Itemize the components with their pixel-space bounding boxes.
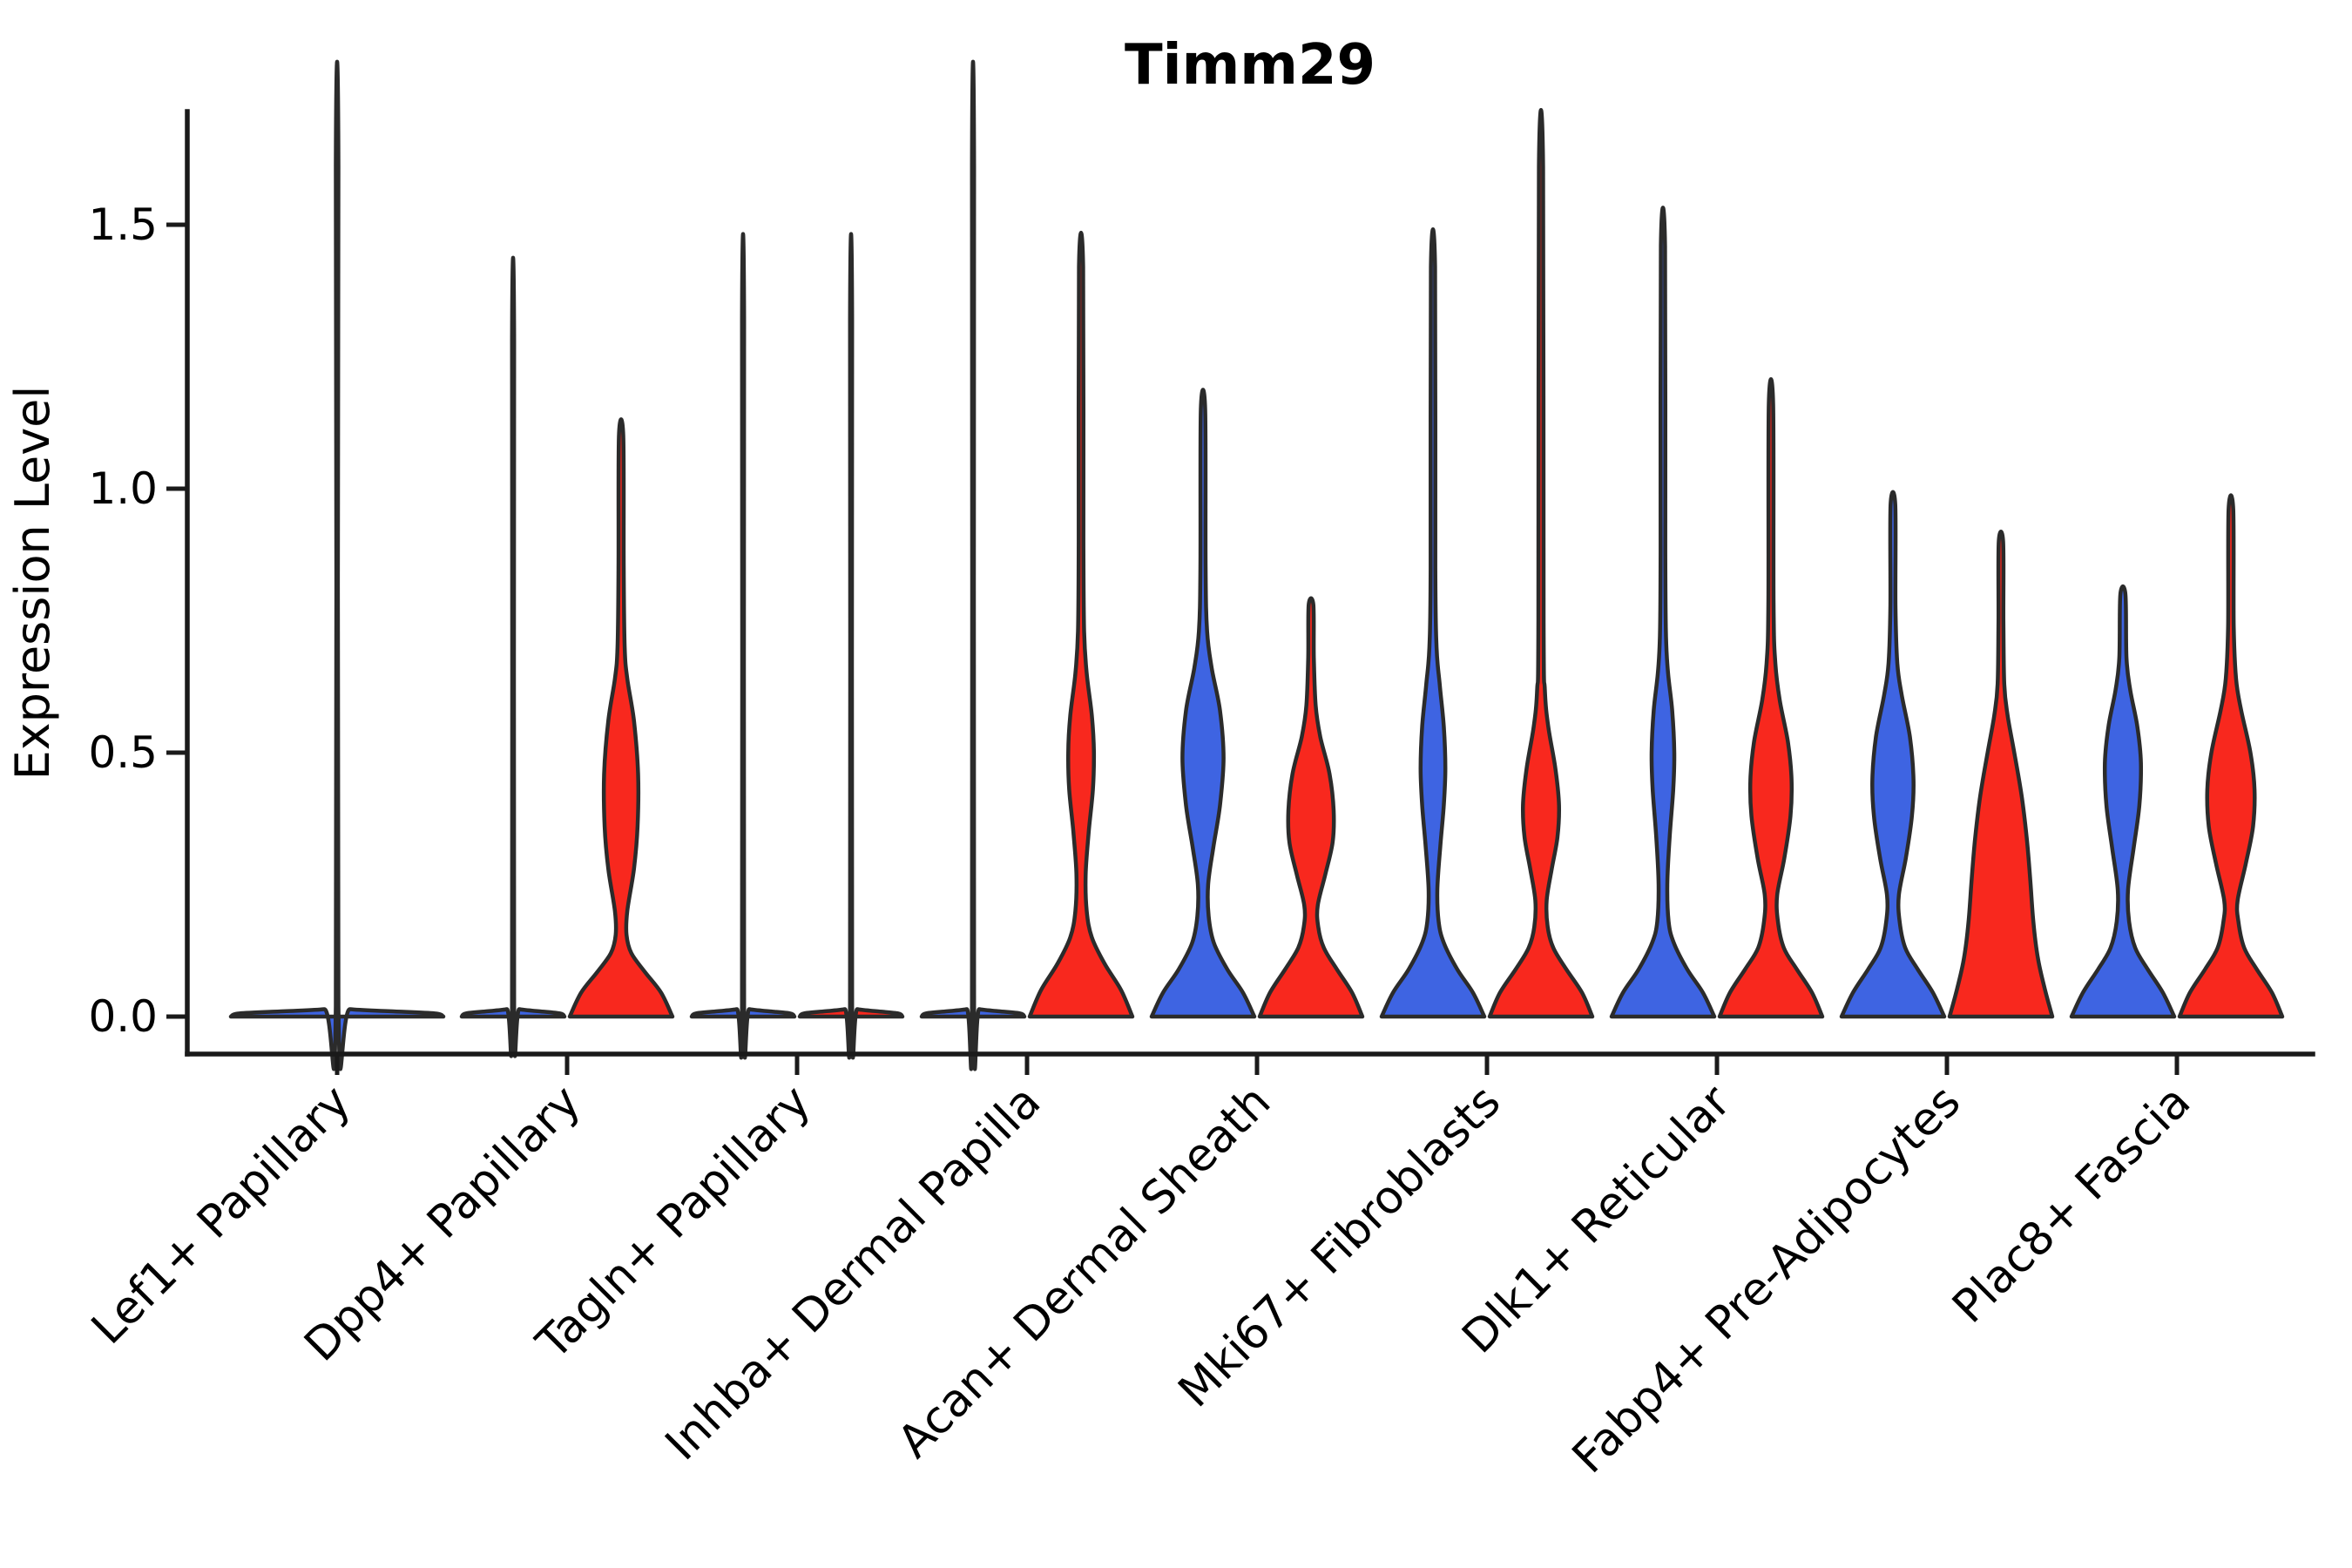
violin-tagln-papillary-red [797,232,905,1060]
violin-acan-dermal-sheath-red [1257,596,1365,1019]
violin-fabp4-pre-adipocytes-blue [1839,490,1947,1019]
violin-lef1-papillary-blue [228,59,446,1071]
violin-acan-dermal-sheath-blue [1149,388,1257,1019]
violin-dlk1-reticular-blue [1609,206,1717,1019]
y-axis-title: Expression Level [5,386,60,781]
violin-inhba-dermal-papilla-red [1027,231,1135,1019]
violin-dlk1-reticular-red [1717,377,1825,1019]
violin-mki67-fibroblasts-blue [1379,227,1487,1019]
violin-plac8-fascia-red [2177,493,2285,1019]
chart-title: Timm29 [1125,33,1375,98]
y-tick-label: 0.0 [88,991,158,1042]
y-tick-label: 0.5 [88,727,158,778]
violin-dpp4-papillary-red [567,417,675,1019]
violin-inhba-dermal-papilla-blue [919,59,1027,1071]
violin-tagln-papillary-blue [689,232,797,1060]
violins-layer [228,59,2285,1071]
violin-dpp4-papillary-blue [459,255,567,1058]
violin-mki67-fibroblasts-red [1487,107,1595,1019]
y-tick-label: 1.5 [88,199,158,250]
violin-plac8-fascia-blue [2069,584,2177,1019]
violin-fabp4-pre-adipocytes-red [1947,530,2055,1019]
y-tick-label: 1.0 [88,463,158,514]
